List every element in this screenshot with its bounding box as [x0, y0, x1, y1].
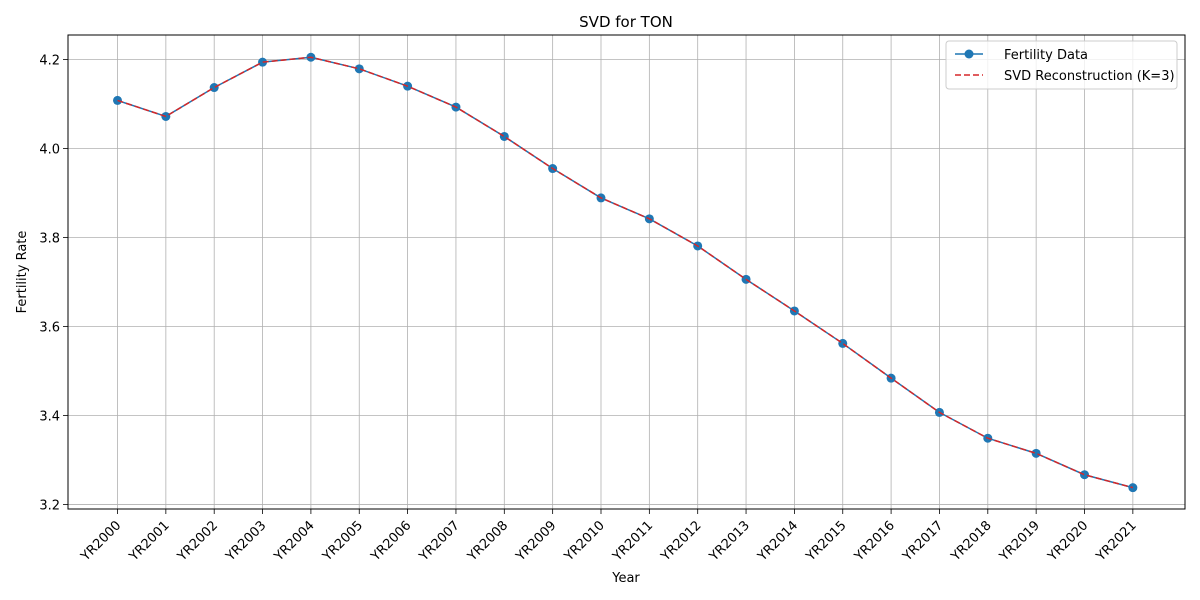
x-tick-label: YR2011	[609, 518, 656, 565]
x-tick-label: YR2017	[900, 518, 947, 565]
plot-area-frame	[67, 34, 1186, 510]
y-tick-label: 3.6	[39, 321, 60, 336]
x-tick-label: YR2000	[78, 518, 125, 565]
series-line-fertility-data	[117, 56, 1134, 489]
x-tick-label: YR2018	[948, 518, 995, 565]
grid	[68, 35, 1185, 509]
x-tick-label: YR2010	[561, 518, 608, 565]
data-point-fertility-data	[1031, 448, 1041, 458]
y-tick-label: 3.8	[39, 232, 60, 247]
y-tick-label: 4.0	[39, 142, 60, 157]
x-tick-label: YR2021	[1093, 518, 1140, 565]
chart-title: SVD for TON	[579, 13, 673, 31]
x-tick-label: YR2002	[174, 518, 221, 565]
x-tick-label: YR2015	[803, 518, 850, 565]
legend-label-fertility-data: Fertility Data	[1004, 48, 1088, 63]
x-tick-label: YR2019	[996, 518, 1043, 565]
x-tick-label: YR2009	[513, 518, 560, 565]
legend-marker-fertility-data	[964, 49, 974, 59]
y-tick-label: 4.2	[39, 53, 60, 68]
x-tick-label: YR2020	[1045, 518, 1092, 565]
x-tick-label: YR2016	[851, 518, 898, 565]
series	[113, 52, 1138, 493]
x-tick-label: YR2014	[755, 518, 802, 565]
legend-box	[945, 40, 1178, 90]
x-tick-label: YR2005	[319, 518, 366, 565]
x-tick-label: YR2004	[271, 518, 318, 565]
data-point-fertility-data	[258, 57, 268, 67]
x-axis: YR2000 YR2001 YR2002 YR2003 YR2004 YR2005 YR20…	[78, 509, 1140, 565]
legend: Fertility Data SVD Reconstruction (K=3)	[945, 40, 1178, 90]
x-tick-label: YR2008	[464, 518, 511, 565]
x-tick-label: YR2001	[126, 518, 173, 565]
x-axis-title: Year	[611, 571, 640, 586]
x-tick-label: YR2006	[368, 518, 415, 565]
data-point-fertility-data	[354, 64, 364, 74]
data-point-fertility-data	[1080, 470, 1089, 480]
x-tick-label: YR2013	[706, 518, 753, 565]
series-line-svd-reconstruction	[117, 56, 1134, 489]
data-point-fertility-data	[499, 131, 509, 141]
data-point-fertility-data	[209, 83, 219, 93]
x-tick-label: YR2003	[223, 518, 270, 565]
legend-label-svd-reconstruction: SVD Reconstruction (K=3)	[1004, 69, 1175, 84]
x-tick-label: YR2012	[658, 518, 705, 565]
y-axis: 3.2 3.4 3.6 3.8 4.0 4.2	[39, 53, 68, 514]
y-axis-title: Fertility Rate	[15, 231, 30, 314]
y-tick-label: 3.4	[39, 410, 60, 425]
x-tick-label: YR2007	[416, 518, 463, 565]
y-tick-label: 3.2	[39, 499, 60, 514]
